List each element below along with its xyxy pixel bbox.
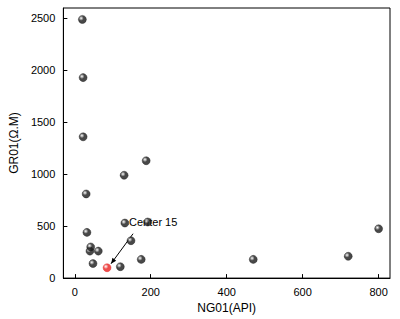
svg-text:0: 0 [72,286,78,298]
svg-text:NG01(API): NG01(API) [197,301,256,315]
svg-text:GR01(Ω.M): GR01(Ω.M) [7,112,21,174]
svg-text:800: 800 [369,286,387,298]
svg-text:1000: 1000 [31,168,55,180]
svg-text:200: 200 [142,286,160,298]
svg-text:400: 400 [218,286,236,298]
svg-text:2500: 2500 [31,12,55,24]
svg-text:0: 0 [49,272,55,284]
svg-text:1500: 1500 [31,116,55,128]
svg-text:Center 15: Center 15 [129,216,177,228]
svg-text:2000: 2000 [31,64,55,76]
svg-text:500: 500 [37,220,55,232]
svg-text:600: 600 [293,286,311,298]
